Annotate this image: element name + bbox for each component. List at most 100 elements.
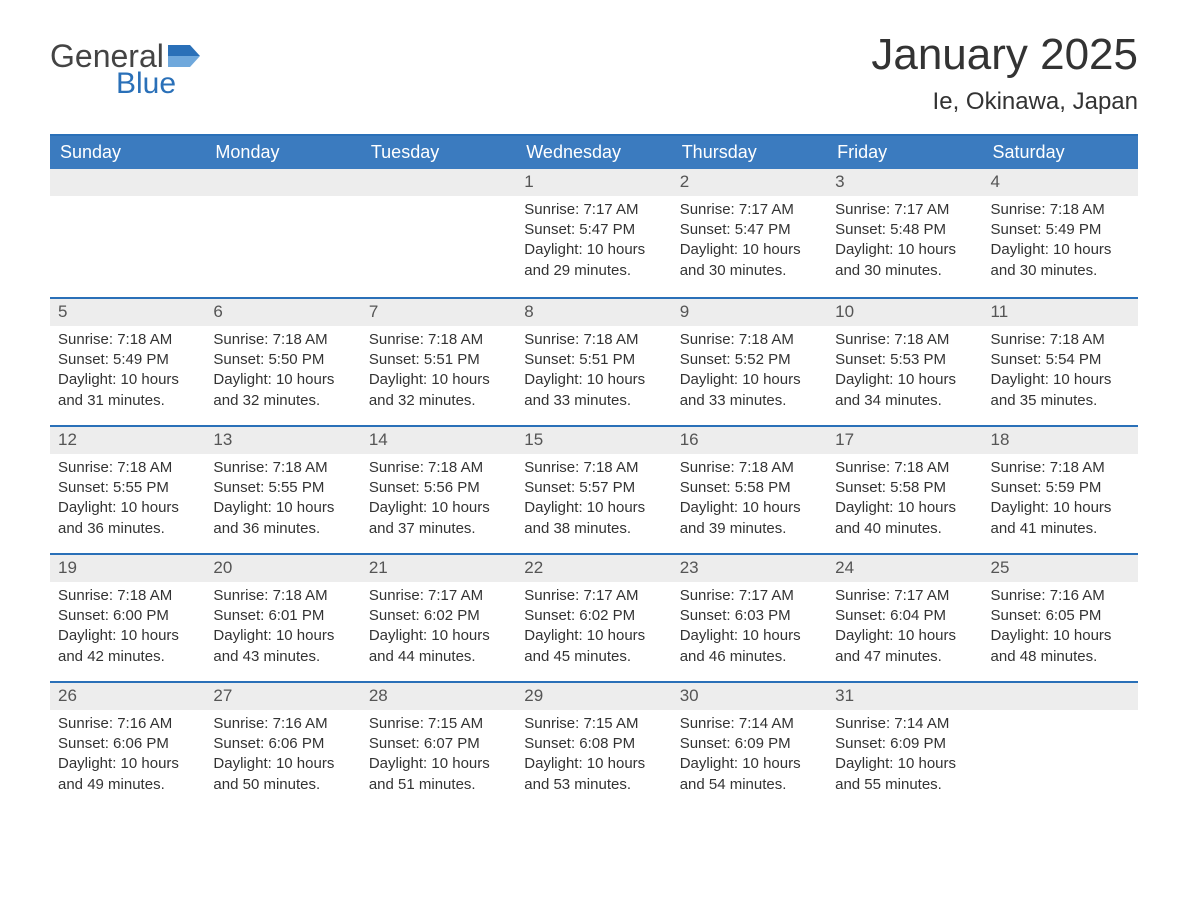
day-body: Sunrise: 7:18 AMSunset: 5:54 PMDaylight:… bbox=[983, 326, 1138, 425]
daylight-line: Daylight: 10 hours and 42 minutes. bbox=[58, 626, 197, 667]
day-body: Sunrise: 7:18 AMSunset: 5:59 PMDaylight:… bbox=[983, 454, 1138, 553]
day-body: Sunrise: 7:16 AMSunset: 6:05 PMDaylight:… bbox=[983, 582, 1138, 681]
day-number: 5 bbox=[50, 299, 205, 326]
sunset-line: Sunset: 6:09 PM bbox=[680, 734, 819, 754]
sunset-line: Sunset: 5:52 PM bbox=[680, 350, 819, 370]
brand-line2: Blue bbox=[116, 67, 176, 101]
sunrise-line: Sunrise: 7:16 AM bbox=[991, 586, 1130, 606]
day-number bbox=[983, 683, 1138, 710]
sunrise-line: Sunrise: 7:18 AM bbox=[991, 458, 1130, 478]
sunset-line: Sunset: 6:08 PM bbox=[524, 734, 663, 754]
sunset-line: Sunset: 5:48 PM bbox=[835, 220, 974, 240]
day-number: 12 bbox=[50, 427, 205, 454]
weekday-header: SundayMondayTuesdayWednesdayThursdayFrid… bbox=[50, 136, 1138, 169]
sunset-line: Sunset: 5:54 PM bbox=[991, 350, 1130, 370]
calendar-day bbox=[205, 169, 360, 297]
day-number: 18 bbox=[983, 427, 1138, 454]
sunrise-line: Sunrise: 7:18 AM bbox=[680, 458, 819, 478]
calendar: SundayMondayTuesdayWednesdayThursdayFrid… bbox=[50, 134, 1138, 809]
sunrise-line: Sunrise: 7:16 AM bbox=[58, 714, 197, 734]
daylight-line: Daylight: 10 hours and 49 minutes. bbox=[58, 754, 197, 795]
sunrise-line: Sunrise: 7:18 AM bbox=[991, 330, 1130, 350]
day-body: Sunrise: 7:18 AMSunset: 5:50 PMDaylight:… bbox=[205, 326, 360, 425]
day-body: Sunrise: 7:16 AMSunset: 6:06 PMDaylight:… bbox=[205, 710, 360, 809]
calendar-day: 19Sunrise: 7:18 AMSunset: 6:00 PMDayligh… bbox=[50, 555, 205, 681]
calendar-day: 10Sunrise: 7:18 AMSunset: 5:53 PMDayligh… bbox=[827, 299, 982, 425]
day-number: 27 bbox=[205, 683, 360, 710]
day-number: 8 bbox=[516, 299, 671, 326]
day-body: Sunrise: 7:18 AMSunset: 6:00 PMDaylight:… bbox=[50, 582, 205, 681]
day-number bbox=[361, 169, 516, 196]
calendar-day: 5Sunrise: 7:18 AMSunset: 5:49 PMDaylight… bbox=[50, 299, 205, 425]
day-number: 29 bbox=[516, 683, 671, 710]
calendar-day: 27Sunrise: 7:16 AMSunset: 6:06 PMDayligh… bbox=[205, 683, 360, 809]
daylight-line: Daylight: 10 hours and 32 minutes. bbox=[213, 370, 352, 411]
sunrise-line: Sunrise: 7:18 AM bbox=[524, 330, 663, 350]
weekday-label: Wednesday bbox=[516, 136, 671, 169]
day-number: 20 bbox=[205, 555, 360, 582]
calendar-day: 31Sunrise: 7:14 AMSunset: 6:09 PMDayligh… bbox=[827, 683, 982, 809]
weekday-label: Tuesday bbox=[361, 136, 516, 169]
sunrise-line: Sunrise: 7:17 AM bbox=[680, 586, 819, 606]
sunset-line: Sunset: 5:55 PM bbox=[213, 478, 352, 498]
daylight-line: Daylight: 10 hours and 46 minutes. bbox=[680, 626, 819, 667]
daylight-line: Daylight: 10 hours and 35 minutes. bbox=[991, 370, 1130, 411]
day-body: Sunrise: 7:17 AMSunset: 5:47 PMDaylight:… bbox=[672, 196, 827, 295]
calendar-day: 24Sunrise: 7:17 AMSunset: 6:04 PMDayligh… bbox=[827, 555, 982, 681]
day-number: 7 bbox=[361, 299, 516, 326]
calendar-day: 23Sunrise: 7:17 AMSunset: 6:03 PMDayligh… bbox=[672, 555, 827, 681]
sunrise-line: Sunrise: 7:15 AM bbox=[524, 714, 663, 734]
sunset-line: Sunset: 5:58 PM bbox=[835, 478, 974, 498]
daylight-line: Daylight: 10 hours and 36 minutes. bbox=[58, 498, 197, 539]
day-body: Sunrise: 7:17 AMSunset: 5:48 PMDaylight:… bbox=[827, 196, 982, 295]
sunset-line: Sunset: 6:09 PM bbox=[835, 734, 974, 754]
day-body: Sunrise: 7:17 AMSunset: 6:02 PMDaylight:… bbox=[361, 582, 516, 681]
sunrise-line: Sunrise: 7:17 AM bbox=[524, 586, 663, 606]
calendar-day: 20Sunrise: 7:18 AMSunset: 6:01 PMDayligh… bbox=[205, 555, 360, 681]
calendar-day: 28Sunrise: 7:15 AMSunset: 6:07 PMDayligh… bbox=[361, 683, 516, 809]
location: Ie, Okinawa, Japan bbox=[871, 88, 1138, 116]
day-body: Sunrise: 7:18 AMSunset: 5:55 PMDaylight:… bbox=[50, 454, 205, 553]
daylight-line: Daylight: 10 hours and 34 minutes. bbox=[835, 370, 974, 411]
calendar-day: 3Sunrise: 7:17 AMSunset: 5:48 PMDaylight… bbox=[827, 169, 982, 297]
calendar-week: 26Sunrise: 7:16 AMSunset: 6:06 PMDayligh… bbox=[50, 681, 1138, 809]
sunset-line: Sunset: 6:01 PM bbox=[213, 606, 352, 626]
calendar-day: 30 Sunrise: 7:14 AMSunset: 6:09 PMDayligh… bbox=[672, 683, 827, 809]
day-body: Sunrise: 7:18 AMSunset: 5:53 PMDaylight:… bbox=[827, 326, 982, 425]
day-number: 16 bbox=[672, 427, 827, 454]
daylight-line: Daylight: 10 hours and 30 minutes. bbox=[835, 240, 974, 281]
sunrise-line: Sunrise: 7:14 AM bbox=[680, 714, 819, 734]
day-body: Sunrise: 7:18 AMSunset: 6:01 PMDaylight:… bbox=[205, 582, 360, 681]
sunset-line: Sunset: 5:56 PM bbox=[369, 478, 508, 498]
calendar-day: 1Sunrise: 7:17 AMSunset: 5:47 PMDaylight… bbox=[516, 169, 671, 297]
sunrise-line: Sunrise: 7:18 AM bbox=[213, 330, 352, 350]
daylight-line: Daylight: 10 hours and 36 minutes. bbox=[213, 498, 352, 539]
calendar-day: 11Sunrise: 7:18 AMSunset: 5:54 PMDayligh… bbox=[983, 299, 1138, 425]
sunset-line: Sunset: 5:57 PM bbox=[524, 478, 663, 498]
sunset-line: Sunset: 5:47 PM bbox=[524, 220, 663, 240]
day-body: Sunrise: 7:17 AMSunset: 5:47 PMDaylight:… bbox=[516, 196, 671, 295]
day-number: 30 bbox=[672, 683, 827, 710]
sunrise-line: Sunrise: 7:18 AM bbox=[369, 458, 508, 478]
day-body bbox=[361, 196, 516, 214]
sunset-line: Sunset: 5:58 PM bbox=[680, 478, 819, 498]
sunset-line: Sunset: 5:55 PM bbox=[58, 478, 197, 498]
day-number: 9 bbox=[672, 299, 827, 326]
calendar-week: 12Sunrise: 7:18 AMSunset: 5:55 PMDayligh… bbox=[50, 425, 1138, 553]
sunset-line: Sunset: 6:00 PM bbox=[58, 606, 197, 626]
day-body: Sunrise: 7:16 AMSunset: 6:06 PMDaylight:… bbox=[50, 710, 205, 809]
calendar-day: 17Sunrise: 7:18 AMSunset: 5:58 PMDayligh… bbox=[827, 427, 982, 553]
daylight-line: Daylight: 10 hours and 45 minutes. bbox=[524, 626, 663, 667]
sunrise-line: Sunrise: 7:16 AM bbox=[213, 714, 352, 734]
daylight-line: Daylight: 10 hours and 38 minutes. bbox=[524, 498, 663, 539]
sunset-line: Sunset: 5:49 PM bbox=[58, 350, 197, 370]
sunrise-line: Sunrise: 7:18 AM bbox=[213, 458, 352, 478]
sunrise-line: Sunrise: 7:18 AM bbox=[213, 586, 352, 606]
daylight-line: Daylight: 10 hours and 53 minutes. bbox=[524, 754, 663, 795]
daylight-line: Daylight: 10 hours and 33 minutes. bbox=[680, 370, 819, 411]
sunset-line: Sunset: 5:51 PM bbox=[524, 350, 663, 370]
day-body: Sunrise: 7:18 AMSunset: 5:57 PMDaylight:… bbox=[516, 454, 671, 553]
daylight-line: Daylight: 10 hours and 54 minutes. bbox=[680, 754, 819, 795]
day-number: 28 bbox=[361, 683, 516, 710]
daylight-line: Daylight: 10 hours and 48 minutes. bbox=[991, 626, 1130, 667]
